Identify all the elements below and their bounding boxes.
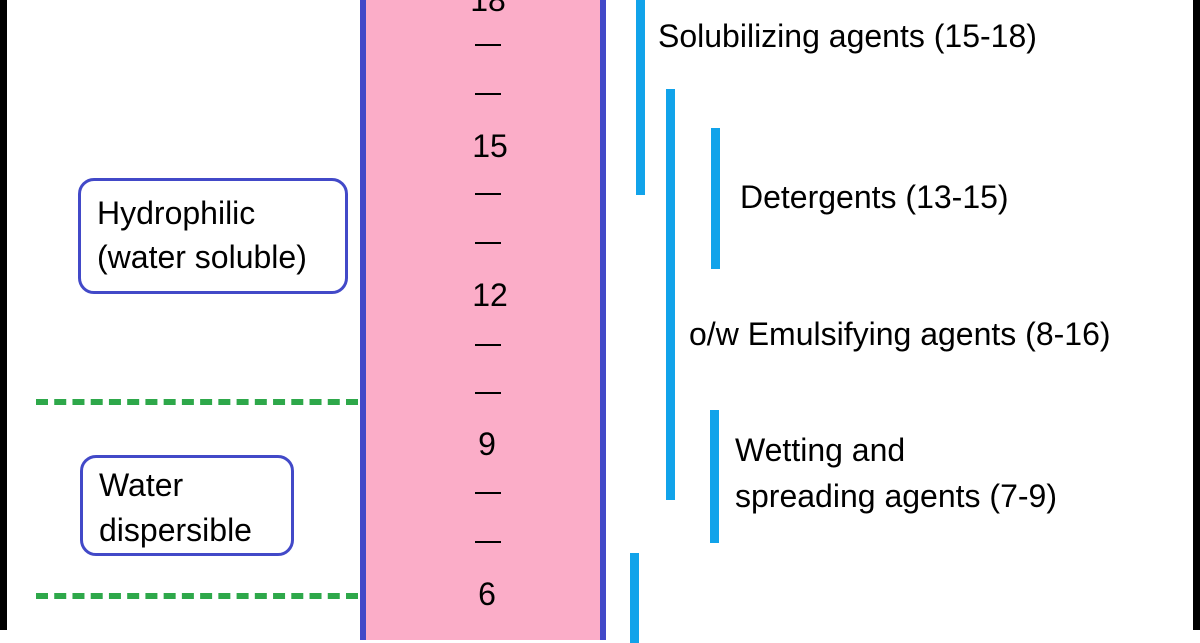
range-bar-emulsifying [666, 89, 675, 500]
scale-tick [475, 344, 501, 346]
scale-tick [475, 541, 501, 543]
region-box-dispersible: Water dispersible [80, 455, 294, 556]
region-divider-lower [36, 593, 358, 599]
range-bar-solubilizing [636, 0, 645, 195]
scale-tick [475, 193, 501, 195]
frame-border-left [0, 0, 7, 630]
range-bar-wetting [710, 410, 719, 543]
range-label-wetting-line2: spreading agents (7-9) [735, 478, 1057, 514]
scale-number-9: 9 [478, 426, 496, 462]
region-hydrophilic-line1: Hydrophilic [97, 195, 256, 231]
scale-tick [475, 392, 501, 394]
scale-number-18: 18 [470, 0, 506, 18]
scale-tick [475, 44, 501, 46]
scale-tick [475, 492, 501, 494]
range-bar-detergents [711, 128, 720, 269]
range-label-solubilizing: Solubilizing agents (15-18) [658, 18, 1037, 54]
scale-number-6: 6 [478, 576, 496, 612]
region-hydrophilic-line2: (water soluble) [97, 239, 307, 275]
scale-tick [475, 242, 501, 244]
frame-border-right [1193, 0, 1200, 630]
range-label-emulsifying: o/w Emulsifying agents (8-16) [689, 316, 1111, 352]
region-dispersible-line2: dispersible [99, 512, 252, 548]
range-bar-lower [630, 553, 639, 643]
scale-number-15: 15 [472, 128, 508, 164]
region-box-hydrophilic: Hydrophilic (water soluble) [78, 178, 348, 294]
scale-number-12: 12 [472, 277, 508, 313]
hlb-scale-column [360, 0, 606, 640]
region-dispersible-line1: Water [99, 467, 184, 503]
scale-tick [475, 93, 501, 95]
region-divider-upper [36, 399, 358, 405]
range-label-wetting-line1: Wetting and [735, 432, 906, 468]
range-label-detergents: Detergents (13-15) [740, 179, 1009, 215]
